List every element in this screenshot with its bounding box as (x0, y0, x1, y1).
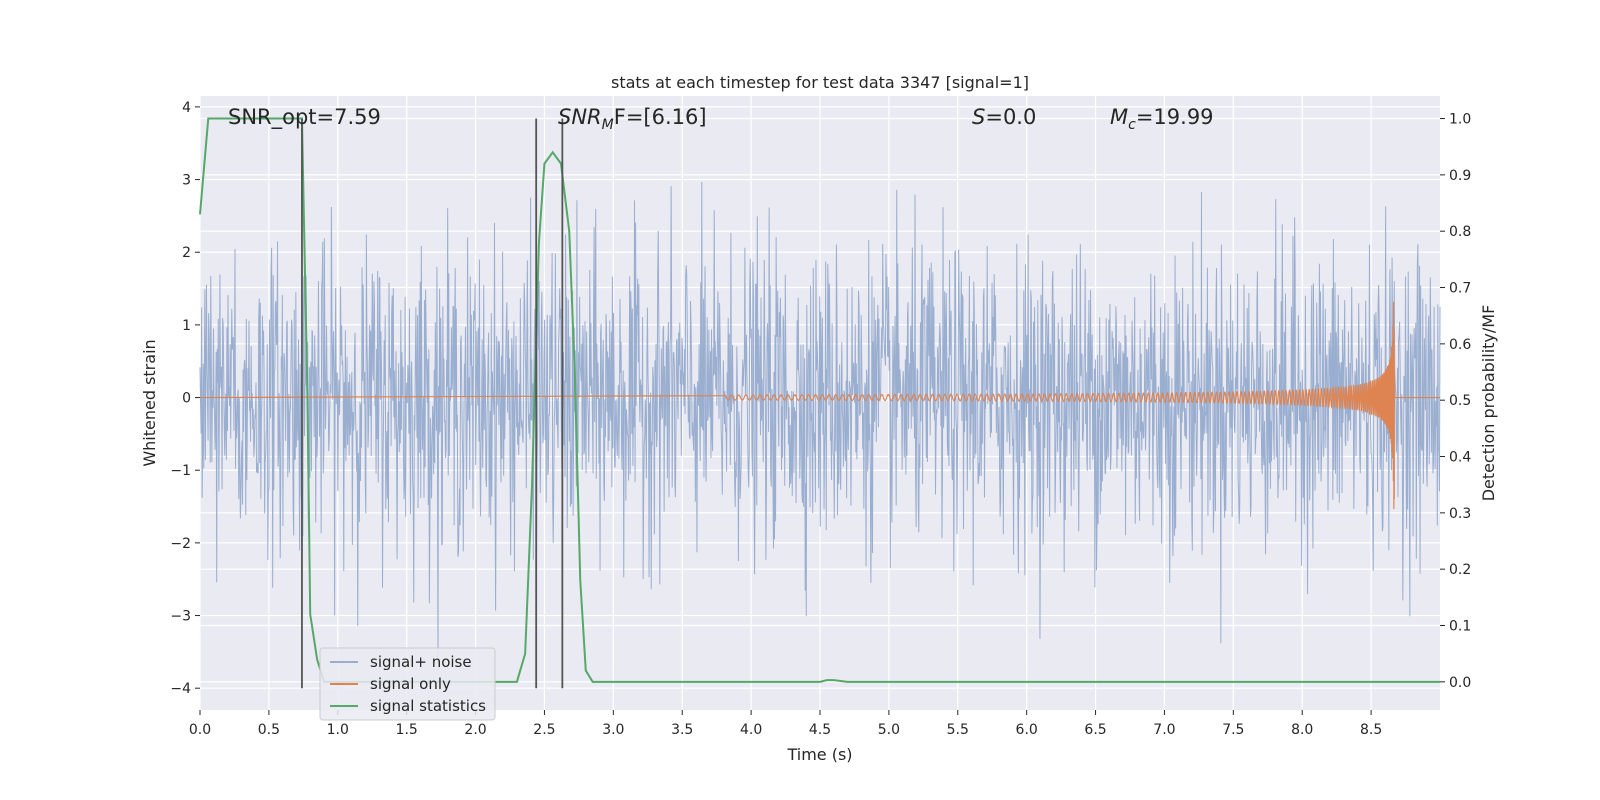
y-tick-label: 0 (182, 391, 191, 407)
x-tick-label: 7.5 (1222, 722, 1244, 738)
signal-statistics-series (199, 117, 1440, 683)
y2-tick-label: 0.3 (1449, 506, 1471, 522)
y-tick-label: 1 (182, 318, 191, 334)
x-tick-label: 6.0 (1016, 722, 1038, 738)
x-tick-label: 7.0 (1153, 722, 1175, 738)
annotation-mc-value: =19.99 (1136, 105, 1214, 129)
y2-tick-label: 0.6 (1449, 337, 1471, 353)
legend-label-signal-only: signal only (370, 675, 451, 693)
signal-only-line (199, 301, 1440, 510)
y2-axis-ticks: 1.0 0.9 0.8 0.7 0.6 0.5 0.4 0.3 0.2 0.1 0.0 (1440, 112, 1471, 691)
annotation-s: S=0.0 (972, 105, 1036, 129)
annotation-snr-mf-subscript: M (602, 117, 614, 133)
x-tick-label: 1.0 (327, 722, 349, 738)
chart-title: stats at each timestep for test data 334… (611, 73, 1029, 92)
annotation-snr-mf-symbol: SNR (558, 105, 602, 129)
x-tick-label: 8.0 (1291, 722, 1313, 738)
y2-axis-label: Detection probability/MF (1479, 305, 1498, 502)
x-axis-ticks: 0.0 0.5 1.0 1.5 2.0 2.5 3.0 3.5 4.0 4.5 5.0 5.5 6.0 6… (189, 710, 1382, 738)
vertical-markers (301, 118, 564, 689)
x-tick-label: 4.0 (740, 722, 762, 738)
x-tick-label: 1.5 (396, 722, 418, 738)
legend-box (319, 647, 496, 721)
y-tick-label: −4 (170, 681, 191, 697)
annotation-snr-mf: SNRMF=[6.16] (558, 105, 707, 133)
annotation-mc-symbol: M (1110, 105, 1128, 129)
y2-tick-label: 0.7 (1449, 281, 1471, 297)
y2-tick-label: 0.2 (1449, 562, 1471, 578)
annotation-snr-opt: SNR_opt=7.59 (228, 105, 381, 130)
y2-tick-label: 0.5 (1449, 393, 1471, 409)
annotation-s-symbol: S (972, 105, 985, 129)
y2-tick-label: 1.0 (1449, 112, 1471, 128)
x-tick-label: 0.5 (258, 722, 280, 738)
x-tick-label: 2.5 (533, 722, 555, 738)
x-tick-label: 5.5 (947, 722, 969, 738)
x-tick-label: 3.5 (671, 722, 693, 738)
x-axis-label: Time (s) (786, 745, 852, 764)
x-tick-label: 8.5 (1360, 722, 1382, 738)
x-tick-label: 6.5 (1084, 722, 1106, 738)
y-tick-label: −1 (170, 463, 191, 479)
y2-tick-label: 0.9 (1449, 168, 1471, 184)
x-tick-label: 4.5 (809, 722, 831, 738)
x-tick-label: 5.0 (878, 722, 900, 738)
y2-tick-label: 0.0 (1449, 675, 1471, 691)
y-tick-label: 4 (182, 100, 191, 116)
y2-tick-label: 0.8 (1449, 224, 1471, 240)
y-axis-ticks: 4 3 2 1 0 −1 −2 −3 −4 (170, 100, 200, 697)
annotation-mc-subscript: c (1128, 117, 1136, 133)
legend-label-signal-noise: signal+ noise (370, 653, 472, 671)
annotation-snr-mf-value: F=[6.16] (614, 105, 707, 129)
y-tick-label: 2 (182, 245, 191, 261)
x-tick-label: 3.0 (602, 722, 624, 738)
legend: signal+ noise signal only signal statist… (319, 647, 496, 721)
y2-tick-label: 0.4 (1449, 450, 1471, 466)
y-axis-label: Whitened strain (140, 339, 159, 466)
annotation-mc: Mc=19.99 (1110, 105, 1214, 133)
annotation-s-value: =0.0 (985, 105, 1036, 129)
y-tick-label: 3 (182, 173, 191, 189)
legend-label-signal-statistics: signal statistics (370, 697, 486, 715)
x-tick-label: 2.0 (464, 722, 486, 738)
x-tick-label: 0.0 (189, 722, 211, 738)
y-tick-label: −2 (170, 536, 191, 552)
y-tick-label: −3 (170, 609, 191, 625)
y2-tick-label: 0.1 (1449, 619, 1471, 635)
signal-statistics-line (199, 117, 1440, 683)
signal-only-series (199, 301, 1440, 510)
